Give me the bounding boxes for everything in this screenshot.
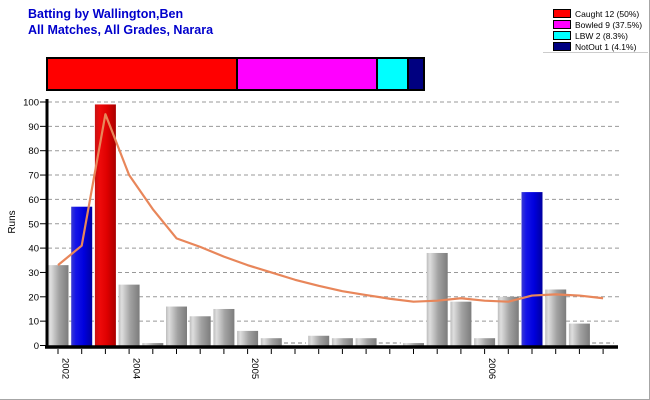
legend-item: Caught 12 (50%)	[553, 8, 642, 19]
y-tick-label-10: 10	[28, 317, 39, 328]
legend-swatch	[553, 9, 571, 18]
chart-title-line2: All Matches, All Grades, Narara	[28, 23, 214, 37]
bar-innings-7	[189, 316, 211, 346]
average-line	[57, 113, 604, 303]
legend-swatch	[553, 42, 571, 51]
dismissal-segment-caught	[48, 59, 236, 89]
x-year-label-2005: 2005	[249, 358, 260, 379]
legend-item: NotOut 1 (4.1%)	[553, 41, 642, 52]
x-year-label-2002: 2002	[60, 358, 71, 379]
bar-innings-16	[403, 343, 424, 346]
y-tick-label-50: 50	[28, 219, 39, 230]
dismissal-segment-bowled	[235, 59, 377, 89]
y-tick-label-60: 60	[28, 195, 39, 206]
bar-innings-6	[166, 306, 187, 346]
runs-bar-chart: 0 10 20 30 40 50 60 70 80 90 100 Runs 2002 2004 2005 20…	[7, 98, 620, 379]
y-tick-label-100: 100	[23, 98, 39, 109]
y-tick-label-20: 20	[28, 292, 39, 303]
x-year-label-2004: 2004	[131, 358, 142, 379]
bar-innings-20	[497, 296, 519, 346]
bar-innings-8	[213, 308, 235, 346]
bar-innings-19	[474, 338, 496, 346]
legend-label: Bowled 9 (37.5%)	[575, 19, 643, 30]
y-tick-label-90: 90	[28, 122, 39, 133]
x-year-label-2006: 2006	[486, 358, 497, 379]
bar-innings-2	[71, 206, 93, 346]
chart-title: Batting by Wallington,Ben All Matches, A…	[28, 6, 213, 38]
bar-innings-17	[426, 252, 448, 346]
y-tick-label-80: 80	[28, 146, 39, 157]
bar-innings-10	[260, 338, 282, 346]
dismissal-segment-lbw	[376, 59, 408, 89]
y-axis-label: Runs	[7, 210, 18, 233]
legend-swatch	[553, 20, 571, 29]
legend-item: LBW 2 (8.3%)	[553, 30, 642, 41]
dismissal-legend: Caught 12 (50%) Bowled 9 (37.5%) LBW 2 (8.…	[553, 8, 642, 52]
dismissal-segment-notout	[407, 59, 423, 89]
legend-label: NotOut 1 (4.1%)	[575, 41, 637, 52]
bar-innings-21	[521, 192, 543, 346]
legend-divider	[543, 52, 648, 53]
y-tick-label-30: 30	[28, 268, 39, 279]
bar-innings-9	[237, 330, 259, 346]
y-tick-label-70: 70	[28, 171, 39, 182]
bar-innings-4	[118, 284, 140, 346]
bar-innings-22	[545, 289, 567, 346]
bar-innings-14	[355, 338, 377, 346]
bar-innings-1	[47, 265, 69, 346]
bar-innings-23	[568, 323, 590, 346]
legend-label: LBW 2 (8.3%)	[575, 30, 628, 41]
bar-innings-5	[142, 343, 164, 346]
y-tick-label-0: 0	[34, 341, 39, 352]
bar-innings-12	[308, 335, 330, 346]
legend-label: Caught 12 (50%)	[575, 8, 640, 19]
legend-item: Bowled 9 (37.5%)	[553, 19, 642, 30]
y-tick-label-40: 40	[28, 244, 39, 255]
bar-innings-18	[450, 301, 472, 346]
bar-innings-3	[94, 104, 116, 346]
bar-innings-13	[331, 338, 353, 346]
chart-title-line1: Batting by Wallington,Ben	[28, 7, 184, 21]
legend-swatch	[553, 31, 571, 40]
dismissal-stacked-bar	[46, 57, 425, 91]
